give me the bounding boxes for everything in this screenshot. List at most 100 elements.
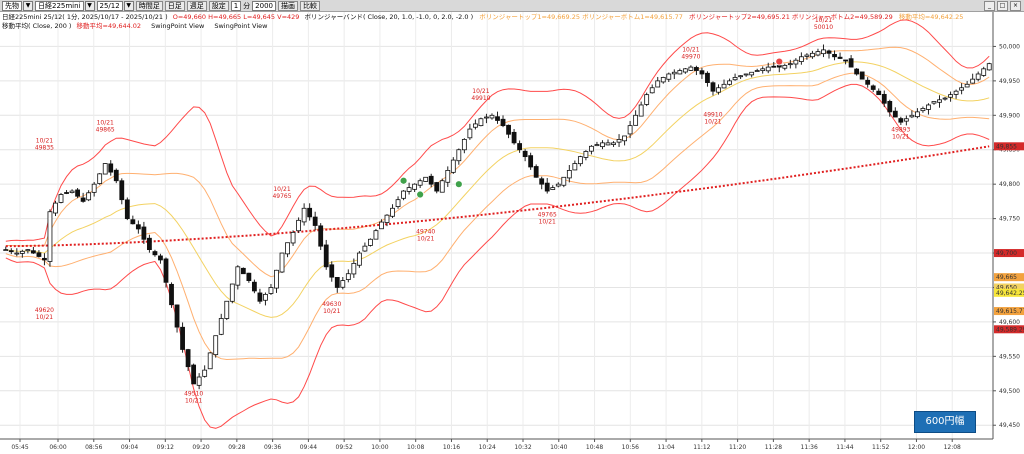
swing-label: 10/21 bbox=[36, 138, 53, 145]
candle-body bbox=[384, 214, 390, 223]
candle-body bbox=[865, 79, 871, 85]
x-tick-label: 09:52 bbox=[336, 444, 353, 451]
draw-button[interactable]: 描画 bbox=[278, 0, 298, 11]
candle-body bbox=[660, 77, 666, 83]
candle-body bbox=[224, 300, 230, 319]
y-tick-label: 49,950 bbox=[999, 78, 1020, 85]
plot-background bbox=[0, 12, 993, 439]
candle-body bbox=[859, 71, 865, 80]
x-tick-label: 11:20 bbox=[729, 444, 746, 451]
chevron-down-icon[interactable]: ▼ bbox=[123, 0, 134, 11]
candle-body bbox=[185, 349, 191, 368]
candle-body bbox=[191, 364, 197, 385]
x-tick-label: 10:32 bbox=[514, 444, 531, 451]
swing-label: 49620 bbox=[35, 307, 54, 314]
candle-body bbox=[472, 123, 478, 128]
swingpoint-annotations: 10/214983510/21498654962010/214951010/21… bbox=[35, 17, 911, 404]
candle-body bbox=[158, 255, 163, 261]
timeframe-button-1[interactable]: 時間足 bbox=[135, 0, 163, 11]
instrument-value: 先物 bbox=[5, 1, 19, 10]
x-tick-label: 11:52 bbox=[872, 444, 889, 451]
candle-body bbox=[611, 142, 616, 145]
bb-middle bbox=[5, 61, 990, 318]
maximize-icon[interactable]: □ bbox=[997, 1, 1008, 11]
chevron-down-icon[interactable]: ▼ bbox=[23, 0, 33, 11]
minimize-icon[interactable]: _ bbox=[984, 1, 995, 11]
signal-marker-icon bbox=[399, 176, 408, 185]
candle-body bbox=[793, 59, 799, 65]
candle-body bbox=[218, 318, 224, 335]
candle-body bbox=[649, 87, 655, 94]
candle-body bbox=[948, 94, 953, 98]
candle-body bbox=[279, 252, 285, 273]
candle-body bbox=[627, 125, 633, 135]
swing-label: 10/21 bbox=[892, 134, 909, 141]
price-tag bbox=[994, 325, 1024, 334]
swing-label: 49765 bbox=[272, 193, 291, 200]
candle-body bbox=[307, 207, 313, 218]
price-tag bbox=[994, 307, 1024, 316]
interval-input[interactable]: 1 bbox=[230, 0, 242, 11]
x-tick-label: 10:56 bbox=[622, 444, 639, 451]
price-tag bbox=[994, 283, 1024, 292]
candle-body bbox=[721, 83, 727, 89]
compare-button[interactable]: 比較 bbox=[300, 0, 320, 11]
price-tag bbox=[994, 249, 1024, 258]
candle-body bbox=[91, 183, 97, 193]
x-tick-label: 11:36 bbox=[801, 444, 818, 451]
moving-average-line bbox=[5, 145, 990, 248]
swing-label: 10/21 bbox=[273, 186, 290, 193]
candle-body bbox=[202, 369, 208, 377]
candle-body bbox=[920, 108, 926, 112]
candle-body bbox=[401, 190, 406, 199]
y-tick-label: 49,800 bbox=[999, 181, 1020, 188]
chevron-down-icon[interactable]: ▼ bbox=[84, 0, 95, 11]
candle-body bbox=[395, 199, 401, 207]
x-tick-label: 10:48 bbox=[586, 444, 603, 451]
settings-button[interactable]: 設定 bbox=[208, 0, 229, 11]
candle-body bbox=[340, 280, 346, 288]
contract-select[interactable]: 25/12 bbox=[96, 0, 123, 11]
candle-body bbox=[583, 151, 589, 158]
candle-body bbox=[682, 68, 688, 73]
candle-body bbox=[771, 65, 777, 68]
candle-body bbox=[141, 226, 147, 240]
close-icon[interactable]: × bbox=[1010, 1, 1021, 11]
candle-body bbox=[566, 170, 572, 179]
candle-body bbox=[705, 72, 710, 83]
candle-body bbox=[25, 249, 31, 252]
chart-toolbar: 先物 ▼ 日経225mini ▼ 25/12 ▼ 時間足 日足 週足 設定 1 … bbox=[0, 0, 1024, 12]
swing-label: 49910 bbox=[703, 111, 722, 118]
candle-body bbox=[268, 287, 274, 294]
product-select[interactable]: 日経225mini bbox=[35, 0, 84, 11]
range-badge[interactable]: 600円幅 bbox=[914, 411, 976, 433]
candle-body bbox=[616, 139, 622, 143]
candle-body bbox=[97, 173, 103, 184]
candle-body bbox=[373, 230, 379, 240]
candle-body bbox=[368, 238, 373, 246]
swing-label: 49740 bbox=[416, 229, 435, 236]
candle-body bbox=[456, 149, 462, 162]
candle-body bbox=[644, 94, 650, 105]
candle-body bbox=[589, 145, 594, 152]
candle-body bbox=[964, 83, 970, 88]
candle-body bbox=[898, 118, 904, 123]
x-tick-label: 05:45 bbox=[11, 444, 28, 451]
candles-layer bbox=[3, 44, 992, 390]
candle-body bbox=[246, 272, 252, 281]
candle-body bbox=[832, 53, 837, 58]
candle-body bbox=[108, 163, 114, 173]
bar-count-input[interactable]: 2000 bbox=[252, 0, 276, 11]
candle-body bbox=[699, 70, 705, 75]
candle-body bbox=[318, 225, 324, 247]
price-tag-label: 49,855 bbox=[996, 143, 1017, 150]
timeframe-button-3[interactable]: 週足 bbox=[186, 0, 207, 11]
candle-body bbox=[14, 252, 20, 255]
x-tick-label: 06:00 bbox=[49, 444, 66, 451]
legend-line1: 日経225mini 25/12( 1分, 2025/10/17 - 2025/1… bbox=[2, 12, 963, 21]
x-tick-label: 10:16 bbox=[443, 444, 460, 451]
timeframe-button-2[interactable]: 日足 bbox=[164, 0, 185, 11]
candle-body bbox=[478, 118, 484, 127]
instrument-select[interactable]: 先物 bbox=[2, 0, 22, 11]
